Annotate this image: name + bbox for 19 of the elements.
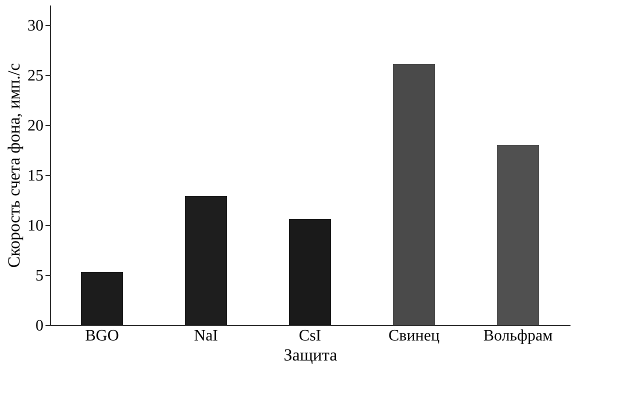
- x-axis-title: Защита: [284, 346, 338, 364]
- y-tick-label: 25: [28, 68, 44, 84]
- bar: [81, 272, 123, 325]
- y-axis-title: Скорость счета фона, имп./с: [4, 62, 24, 268]
- bar: [393, 64, 435, 325]
- x-tick-label: Свинец: [388, 328, 440, 344]
- y-tick-label: 10: [28, 218, 44, 234]
- x-tick-label: NaI: [194, 328, 218, 344]
- bar: [497, 145, 539, 325]
- x-tick-label: Вольфрам: [483, 328, 553, 344]
- x-tick-label: CsI: [298, 328, 322, 344]
- x-tick-label: BGO: [85, 328, 119, 344]
- y-tick-label: 5: [36, 268, 44, 284]
- y-tick-label: 0: [36, 318, 44, 334]
- y-tick-label: 30: [28, 18, 44, 34]
- y-tick-label: 20: [28, 118, 44, 134]
- bar: [185, 196, 227, 325]
- bar: [289, 219, 331, 325]
- y-tick-label: 15: [28, 168, 44, 184]
